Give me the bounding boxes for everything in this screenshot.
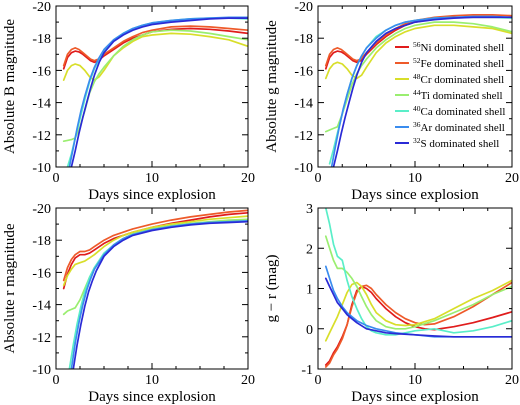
x-tick-label: 10 — [145, 171, 159, 186]
series-line-52fe-dominated-shell — [324, 281, 512, 368]
y-axis-label: Absolute g magnitude — [264, 20, 280, 153]
y-tick-label: -16 — [32, 64, 51, 79]
x-axis-label: Days since explosion — [351, 389, 479, 405]
legend-label: Cr dominated shell — [421, 74, 505, 86]
x-tick-label: 0 — [315, 171, 322, 186]
legend-label: Fe dominated shell — [421, 58, 505, 70]
y-axis-label: Absolute B magnitude — [2, 19, 18, 154]
legend-label: Ar dominated shell — [421, 122, 505, 134]
series-line-32s-dominated-shell — [332, 16, 512, 167]
legend-label: S dominated shell — [421, 138, 500, 150]
series-group — [62, 16, 248, 167]
legend-label: Ti dominated shell — [421, 90, 503, 102]
x-tick-label: 20 — [505, 373, 519, 388]
x-axis-label: Days since explosion — [88, 187, 216, 203]
x-axis-label: Days since explosion — [88, 389, 216, 405]
y-tick-label: -20 — [294, 0, 313, 15]
series-line-48cr-dominated-shell — [324, 24, 512, 80]
y-tick-label: -18 — [32, 32, 51, 47]
series-group — [324, 14, 512, 167]
series-line-40ca-dominated-shell — [324, 208, 512, 336]
x-tick-label: 20 — [241, 171, 255, 186]
x-tick-label: 10 — [145, 373, 159, 388]
series-line-48cr-dominated-shell — [62, 215, 248, 287]
y-tick-label: -18 — [32, 234, 51, 249]
series-line-40ca-dominated-shell — [66, 17, 248, 167]
legend-isotope-mass: 44 — [413, 88, 421, 97]
y-tick-label: -1 — [301, 363, 313, 378]
y-tick-label: 2 — [306, 242, 313, 257]
panel-top-right: 0 10 20 -10 -12 -14 -16 -18 -20 Days since explos… — [264, 0, 519, 203]
series-line-56ni-dominated-shell — [62, 27, 248, 70]
y-tick-label: 3 — [306, 202, 313, 217]
y-tick-label: -14 — [32, 97, 51, 112]
y-tick-label: -20 — [32, 202, 51, 217]
legend-entry: 36Ar dominated shell — [413, 120, 505, 134]
series-line-32s-dominated-shell — [324, 277, 512, 338]
x-tick-label: 20 — [505, 171, 519, 186]
series-group — [62, 209, 248, 369]
series-line-48cr-dominated-shell — [324, 279, 512, 342]
series-line-48cr-dominated-shell — [62, 32, 248, 81]
y-tick-label: -12 — [294, 129, 313, 144]
y-tick-label: -18 — [294, 32, 313, 47]
legend-entry: 52Fe dominated shell — [413, 56, 504, 70]
y-tick-label: -20 — [32, 0, 51, 15]
x-tick-label: 20 — [241, 373, 255, 388]
y-axis-label: Absolute r magnitude — [2, 223, 18, 353]
x-tick-label: 10 — [408, 171, 422, 186]
legend-entry: 48Cr dominated shell — [413, 72, 504, 86]
panel-top-left: 0 10 20 -10 -12 -14 -16 -18 -20 Days since explos… — [2, 0, 255, 203]
series-group — [324, 208, 512, 368]
series-line-56ni-dominated-shell — [62, 211, 248, 290]
legend-isotope-mass: 32 — [413, 136, 421, 145]
x-tick-label: 0 — [315, 373, 322, 388]
y-tick-label: 0 — [306, 323, 313, 338]
series-line-36ar-dominated-shell — [68, 16, 248, 167]
y-tick-label: -10 — [32, 161, 51, 176]
series-line-44ti-dominated-shell — [62, 218, 248, 316]
series-line-40ca-dominated-shell — [68, 220, 248, 369]
legend-entry: 32S dominated shell — [413, 136, 499, 150]
series-line-32s-dominated-shell — [70, 17, 248, 167]
series-line-36ar-dominated-shell — [70, 220, 248, 369]
y-tick-label: -16 — [32, 266, 51, 281]
y-axis-label: g − r (mag) — [264, 254, 280, 322]
series-line-52fe-dominated-shell — [62, 209, 248, 282]
series-line-44ti-dominated-shell — [324, 235, 512, 330]
legend-isotope-mass: 40 — [413, 104, 421, 113]
y-tick-label: -12 — [32, 331, 51, 346]
y-tick-label: -12 — [32, 129, 51, 144]
y-tick-label: -14 — [294, 97, 313, 112]
panel-bottom-left: 0 10 20 -10 -12 -14 -16 -18 -20 Days since explos… — [2, 202, 255, 405]
legend-isotope-mass: 36 — [413, 120, 421, 129]
legend-entry: 56Ni dominated shell — [413, 40, 504, 54]
y-tick-label: -14 — [32, 299, 51, 314]
legend-isotope-mass: 56 — [413, 40, 421, 49]
legend-label: Ni dominated shell — [421, 42, 505, 54]
legend-entry: 44Ti dominated shell — [413, 88, 503, 102]
legend-label: Ca dominated shell — [421, 106, 506, 118]
series-line-56ni-dominated-shell — [324, 285, 512, 366]
x-tick-label: 0 — [53, 171, 60, 186]
legend-isotope-mass: 48 — [413, 72, 421, 81]
x-tick-label: 10 — [408, 373, 422, 388]
y-tick-label: -16 — [294, 64, 313, 79]
legend-isotope-mass: 52 — [413, 56, 421, 65]
x-tick-label: 0 — [53, 373, 60, 388]
y-tick-label: -10 — [32, 363, 51, 378]
y-tick-label: 1 — [306, 283, 313, 298]
y-tick-label: -10 — [294, 161, 313, 176]
axes-frame — [317, 207, 513, 370]
x-axis-label: Days since explosion — [351, 187, 479, 203]
series-line-44ti-dominated-shell — [324, 21, 512, 133]
series-line-32s-dominated-shell — [72, 220, 248, 369]
legend-entry: 40Ca dominated shell — [413, 104, 505, 118]
